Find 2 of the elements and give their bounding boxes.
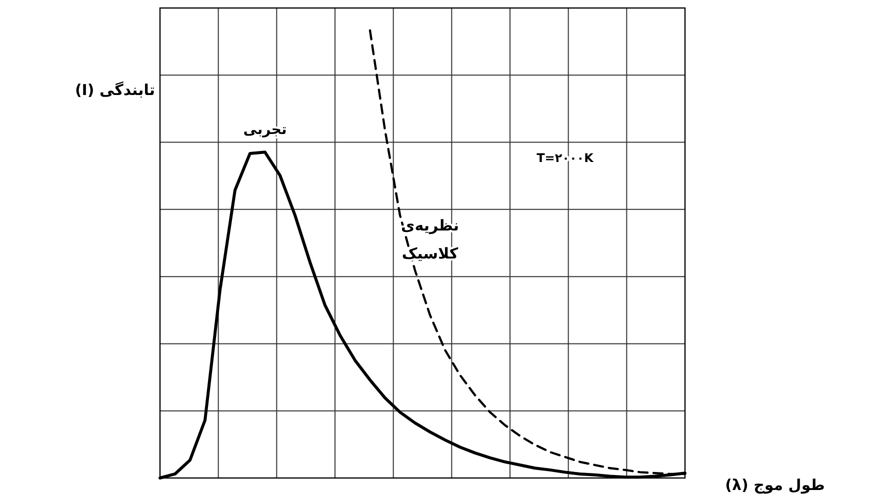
y-axis-title: (I) تابندگی [74,81,156,99]
x-axis-title: طول موج (λ) [725,476,825,494]
